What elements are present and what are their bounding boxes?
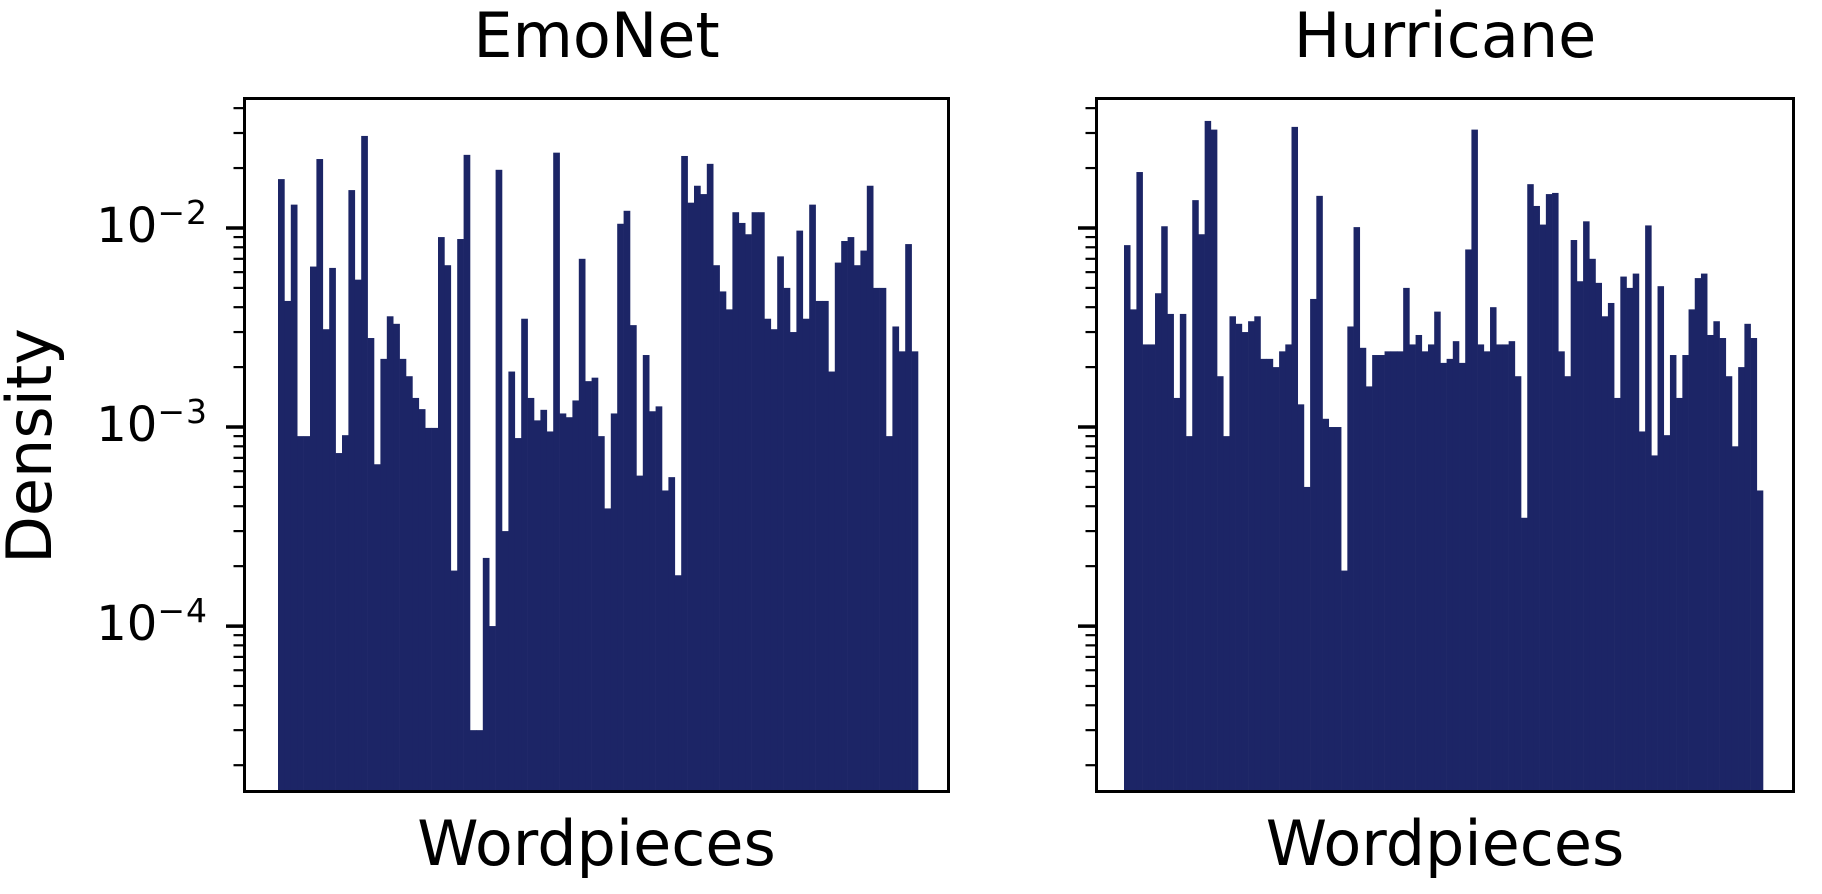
ytick-exponent: −3 (157, 392, 208, 431)
x-axis-label-wordpieces-left: Wordpieces (417, 807, 776, 880)
ytick-base: 10 (96, 397, 158, 453)
emonet-histogram-plot (226, 97, 950, 793)
y-axis-label-density: Density (0, 328, 66, 564)
ytick-label-1e-4: 10−4 (60, 594, 208, 652)
ytick-label-1e-3: 10−3 (60, 395, 208, 453)
ytick-base: 10 (96, 596, 158, 652)
x-axis-label-wordpieces-right: Wordpieces (1265, 807, 1625, 880)
ytick-exponent: −4 (157, 591, 208, 630)
panel-title-emonet: EmoNet (473, 0, 720, 72)
panel-title-hurricane: Hurricane (1293, 0, 1597, 72)
hurricane-histogram-plot (1078, 97, 1795, 793)
ytick-base: 10 (96, 198, 158, 254)
ytick-label-1e-2: 10−2 (60, 196, 208, 254)
ytick-exponent: −2 (157, 193, 208, 232)
